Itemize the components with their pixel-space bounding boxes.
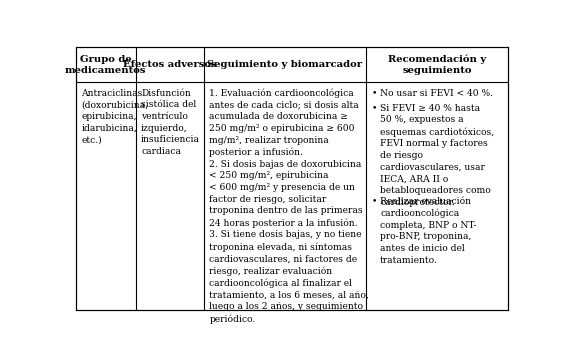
- Bar: [76, 47, 508, 82]
- Text: •: •: [372, 89, 377, 97]
- Text: Recomendación y
seguimiento: Recomendación y seguimiento: [388, 54, 486, 75]
- Text: Efectos adversos: Efectos adversos: [123, 60, 217, 69]
- Text: •: •: [372, 104, 377, 113]
- Text: Antraciclinas
(doxorubicina,
epirubicina,
idarubicina,
etc.): Antraciclinas (doxorubicina, epirubicina…: [82, 89, 148, 144]
- Text: 1. Evaluación cardiooncológica
antes de cada ciclo; si dosis alta
acumulada de d: 1. Evaluación cardiooncológica antes de …: [209, 89, 369, 324]
- Text: Seguimiento y biomarcador: Seguimiento y biomarcador: [207, 60, 363, 69]
- Text: Realizar evaluación
cardiooncológica
completa, BNP o NT-
pro-BNP, troponina,
ant: Realizar evaluación cardiooncológica com…: [380, 197, 477, 265]
- Text: •: •: [372, 197, 377, 206]
- Text: Grupo de
medicamentos: Grupo de medicamentos: [65, 55, 146, 75]
- Text: No usar si FEVI < 40 %.: No usar si FEVI < 40 %.: [380, 89, 493, 97]
- Text: Si FEVI ≥ 40 % hasta
50 %, expuestos a
esquemas cardiotóxicos,
FEVI normal y fac: Si FEVI ≥ 40 % hasta 50 %, expuestos a e…: [380, 104, 494, 207]
- Text: Disfunción
sistólica del
ventrículo
izquierdo,
insuficiencia
cardiaca: Disfunción sistólica del ventrículo izqu…: [141, 89, 200, 156]
